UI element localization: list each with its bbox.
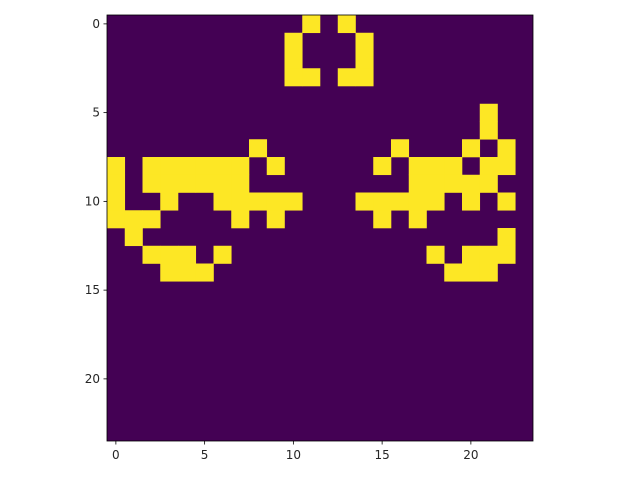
axes-frame bbox=[106, 14, 534, 442]
heatmap-cell bbox=[408, 192, 427, 211]
heatmap-cell bbox=[302, 68, 321, 87]
heatmap-cell bbox=[497, 228, 516, 247]
heatmap-cell bbox=[355, 32, 374, 51]
heatmap-cell bbox=[107, 174, 126, 193]
heatmap-cell bbox=[284, 68, 303, 87]
heatmap-cell bbox=[249, 192, 268, 211]
heatmap-cell bbox=[195, 174, 214, 193]
heatmap-cell bbox=[178, 174, 197, 193]
heatmap-cell bbox=[160, 174, 179, 193]
heatmap-cell bbox=[373, 192, 392, 211]
y-axis: 0 5 10 15 20 bbox=[85, 17, 107, 386]
y-tick-label: 20 bbox=[85, 372, 100, 386]
heatmap-cell bbox=[160, 245, 179, 264]
heatmap-cell bbox=[479, 263, 498, 282]
heatmap-cell bbox=[355, 68, 374, 87]
heatmap-cell bbox=[160, 263, 179, 282]
heatmap-cell bbox=[391, 192, 410, 211]
heatmap-cells bbox=[107, 15, 533, 441]
heatmap-cell bbox=[337, 15, 356, 34]
heatmap-cell bbox=[213, 245, 232, 264]
y-tick-label: 15 bbox=[85, 283, 100, 297]
heatmap-cell bbox=[444, 263, 463, 282]
heatmap-cell bbox=[142, 245, 161, 264]
x-tick-label: 5 bbox=[201, 448, 209, 462]
heatmap-cell bbox=[266, 210, 285, 229]
y-tick-label: 0 bbox=[92, 17, 100, 31]
heatmap-cell bbox=[124, 210, 143, 229]
heatmap-cell bbox=[497, 157, 516, 176]
heatmap-cell bbox=[355, 192, 374, 211]
heatmap-cell bbox=[160, 192, 179, 211]
heatmap-cell bbox=[195, 263, 214, 282]
heatmap-cell bbox=[408, 157, 427, 176]
x-tick-label: 15 bbox=[374, 448, 389, 462]
heatmap-cell bbox=[178, 157, 197, 176]
heatmap-cell bbox=[266, 192, 285, 211]
heatmap-cell bbox=[231, 192, 250, 211]
heatmap-cell bbox=[178, 263, 197, 282]
heatmap-cell bbox=[284, 50, 303, 69]
heatmap-cell bbox=[462, 245, 481, 264]
heatmap-cell bbox=[497, 192, 516, 211]
heatmap-cell bbox=[142, 157, 161, 176]
heatmap-cell bbox=[479, 121, 498, 140]
heatmap-cell bbox=[373, 210, 392, 229]
heatmap-cell bbox=[462, 174, 481, 193]
y-tick-label: 5 bbox=[92, 106, 100, 120]
heatmap-cell bbox=[213, 174, 232, 193]
heatmap-cell bbox=[426, 157, 445, 176]
heatmap-cell bbox=[195, 157, 214, 176]
heatmap-cell bbox=[462, 139, 481, 158]
heatmap-cell bbox=[231, 157, 250, 176]
heatmap-cell bbox=[355, 50, 374, 69]
heatmap-cell bbox=[426, 174, 445, 193]
heatmap-cell bbox=[231, 174, 250, 193]
heatmap-cell bbox=[479, 174, 498, 193]
heatmap-cell bbox=[107, 157, 126, 176]
heatmap-cell bbox=[142, 210, 161, 229]
x-axis: 0 5 10 15 20 bbox=[112, 441, 479, 462]
heatmap-cell bbox=[444, 174, 463, 193]
heatmap-cell bbox=[107, 210, 126, 229]
heatmap-cell bbox=[302, 15, 321, 34]
heatmap-cell bbox=[266, 157, 285, 176]
x-tick-label: 20 bbox=[463, 448, 478, 462]
heatmap-cell bbox=[124, 228, 143, 247]
heatmap-cell bbox=[213, 157, 232, 176]
heatmap-cell bbox=[444, 157, 463, 176]
heatmap-cell bbox=[462, 263, 481, 282]
x-tick-label: 0 bbox=[112, 448, 120, 462]
heatmap-cell bbox=[107, 192, 126, 211]
heatmap-cell bbox=[479, 157, 498, 176]
heatmap-cell bbox=[142, 174, 161, 193]
heatmap-cell bbox=[231, 210, 250, 229]
heatmap-cell bbox=[408, 174, 427, 193]
heatmap-cell bbox=[426, 245, 445, 264]
heatmap-cell bbox=[213, 192, 232, 211]
heatmap-cell bbox=[426, 192, 445, 211]
heatmap-cell bbox=[178, 245, 197, 264]
y-tick-label: 10 bbox=[85, 194, 100, 208]
heatmap-cell bbox=[479, 245, 498, 264]
heatmap-cell bbox=[497, 139, 516, 158]
heatmap-cell bbox=[479, 103, 498, 122]
heatmap-cell bbox=[249, 139, 268, 158]
x-tick-label: 10 bbox=[286, 448, 301, 462]
heatmap-cell bbox=[160, 157, 179, 176]
heatmap-cell bbox=[284, 192, 303, 211]
heatmap-cell bbox=[408, 210, 427, 229]
heatmap-cell bbox=[284, 32, 303, 51]
heatmap-cell bbox=[373, 157, 392, 176]
heatmap-cell bbox=[462, 192, 481, 211]
heatmap-cell bbox=[497, 245, 516, 264]
heatmap-cell bbox=[337, 68, 356, 87]
heatmap-cell bbox=[391, 139, 410, 158]
